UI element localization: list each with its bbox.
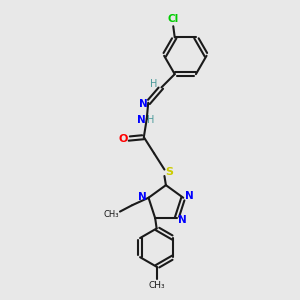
Text: CH₃: CH₃ <box>148 281 165 290</box>
Text: O: O <box>118 134 128 144</box>
Text: Cl: Cl <box>168 14 179 24</box>
Text: N: N <box>185 191 194 201</box>
Text: S: S <box>166 167 174 177</box>
Text: N: N <box>138 192 147 202</box>
Text: N: N <box>140 99 148 109</box>
Text: H: H <box>147 115 154 125</box>
Text: H: H <box>150 79 157 89</box>
Text: N: N <box>178 214 187 225</box>
Text: N: N <box>137 115 146 125</box>
Text: CH₃: CH₃ <box>104 210 119 219</box>
